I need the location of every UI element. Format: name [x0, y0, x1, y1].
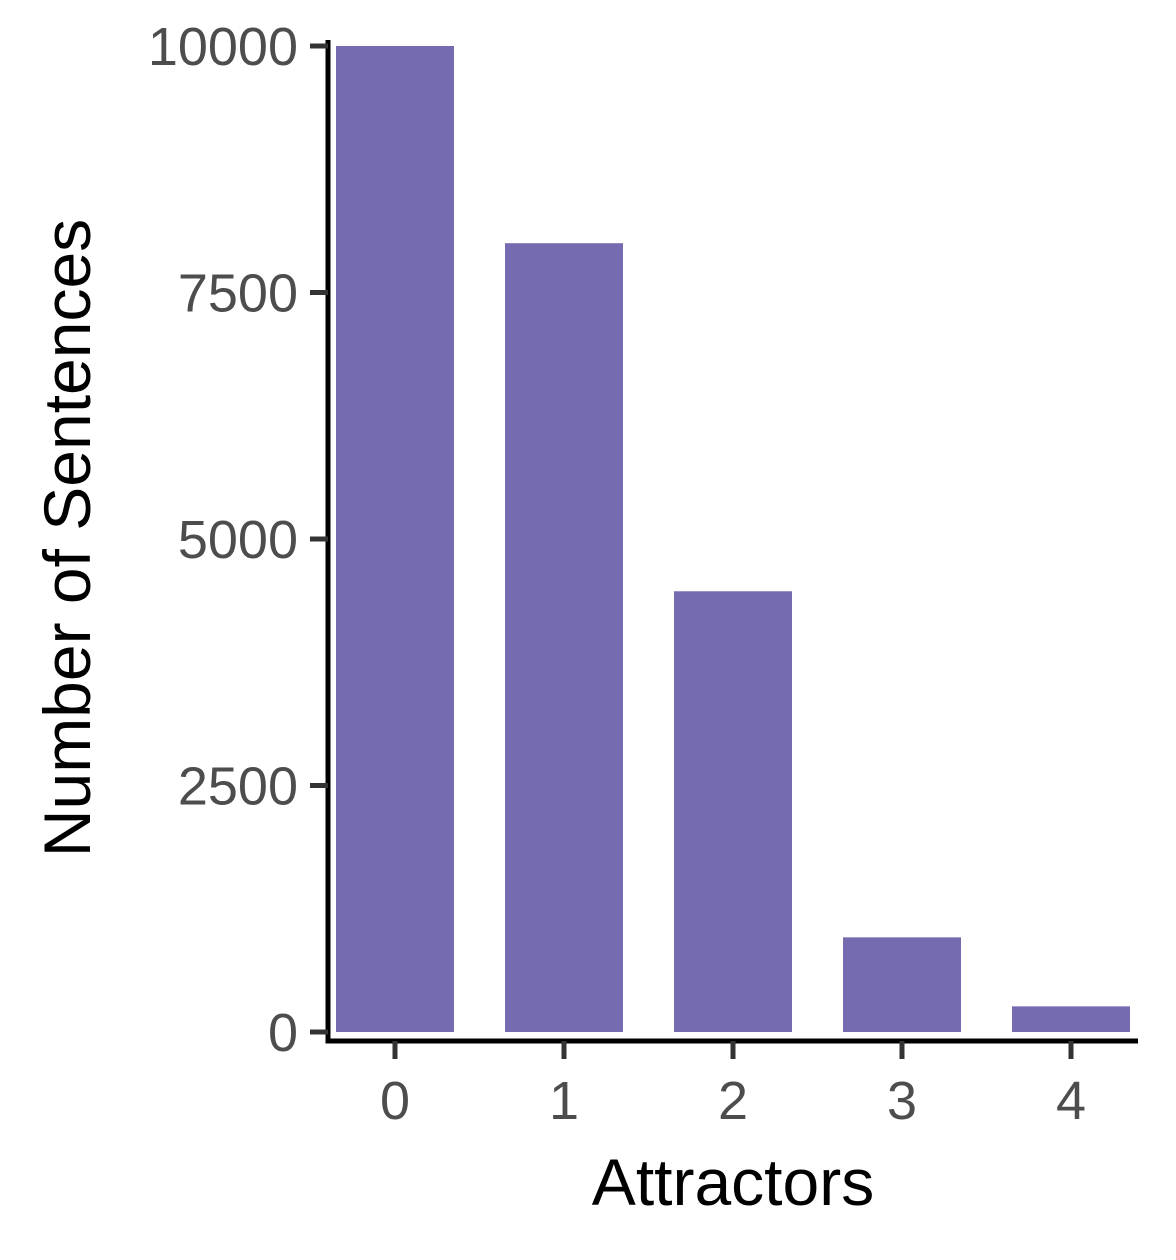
x-tick-label-3: 3: [887, 1071, 917, 1131]
bars-layer: [336, 46, 1130, 1032]
bar-4: [1012, 1006, 1130, 1032]
y-tick-label-10000: 10000: [148, 17, 298, 77]
y-axis-title: Number of Sentences: [30, 219, 104, 857]
bar-2: [674, 591, 792, 1032]
y-tick-label-2500: 2500: [178, 757, 298, 817]
x-tick-label-1: 1: [549, 1071, 579, 1131]
x-axis-title: Attractors: [592, 1145, 874, 1219]
y-tick-label-5000: 5000: [178, 510, 298, 570]
bar-0: [336, 46, 454, 1032]
bar-1: [505, 243, 623, 1032]
bar-3: [843, 937, 961, 1032]
x-tick-label-4: 4: [1056, 1071, 1086, 1131]
y-tick-label-0: 0: [268, 1003, 298, 1063]
y-tick-label-7500: 7500: [178, 264, 298, 324]
x-tick-label-2: 2: [718, 1071, 748, 1131]
ticks-layer: 0 2500 5000 7500 10000 0 1 2 3 4: [148, 17, 1086, 1131]
x-tick-label-0: 0: [380, 1071, 410, 1131]
